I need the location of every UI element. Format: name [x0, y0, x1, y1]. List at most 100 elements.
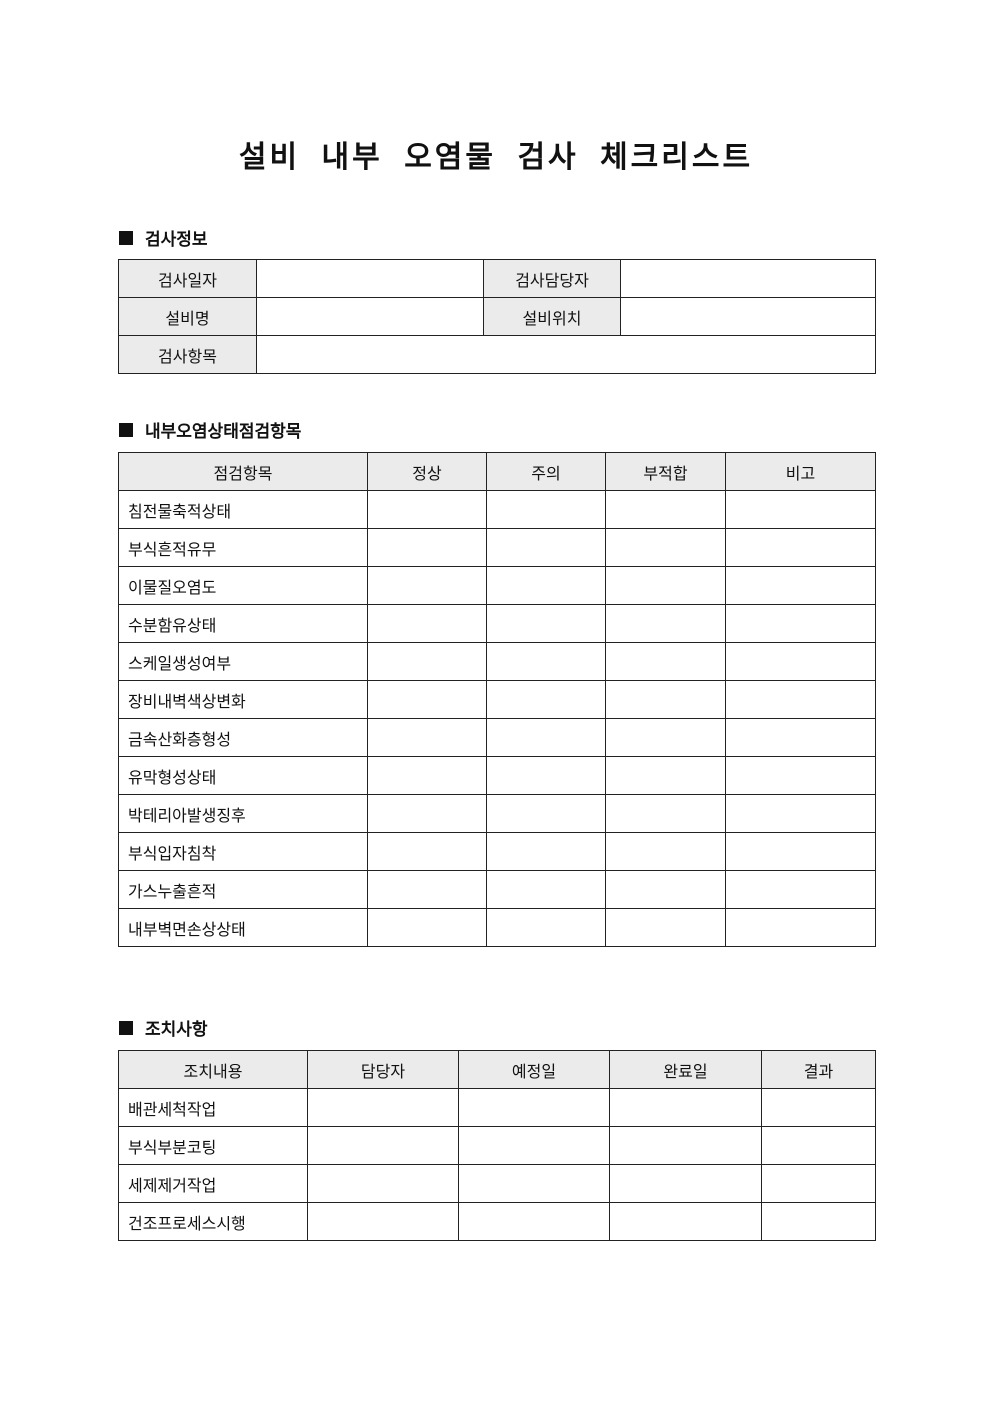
entry-cell[interactable]: [609, 1202, 762, 1241]
entry-cell[interactable]: [605, 756, 726, 795]
entry-cell[interactable]: [458, 1088, 610, 1127]
table-row: 수분함유상태: [118, 604, 876, 643]
entry-cell[interactable]: [605, 604, 726, 643]
entry-cell[interactable]: [605, 718, 726, 757]
inspector-field[interactable]: [620, 259, 876, 298]
entry-cell[interactable]: [367, 490, 487, 529]
row-label: 부식흔적유무: [118, 528, 368, 567]
entry-cell[interactable]: [486, 870, 606, 909]
entry-cell[interactable]: [486, 908, 606, 947]
page-title: 설비 내부 오염물 검사 체크리스트: [238, 140, 754, 175]
entry-cell[interactable]: [486, 832, 606, 871]
table-row: 부식부분코팅: [118, 1126, 876, 1165]
entry-cell[interactable]: [605, 528, 726, 567]
entry-cell[interactable]: [761, 1202, 876, 1241]
location-label: 설비위치: [483, 297, 621, 336]
row-label: 수분함유상태: [118, 604, 368, 643]
column-header: 조치내용: [118, 1050, 308, 1089]
inspector-label: 검사담당자: [483, 259, 621, 298]
entry-cell[interactable]: [725, 832, 876, 871]
entry-cell[interactable]: [458, 1126, 610, 1165]
column-header: 담당자: [307, 1050, 459, 1089]
row-label: 침전물축적상태: [118, 490, 368, 529]
entry-cell[interactable]: [367, 832, 487, 871]
entry-cell[interactable]: [367, 642, 487, 681]
section-heading-check: 내부오염상태점검항목: [119, 417, 301, 442]
table-row: 유막형성상태: [118, 756, 876, 795]
entry-cell[interactable]: [458, 1202, 610, 1241]
row-label: 이물질오염도: [118, 566, 368, 605]
entry-cell[interactable]: [605, 794, 726, 833]
entry-cell[interactable]: [307, 1088, 459, 1127]
entry-cell[interactable]: [367, 756, 487, 795]
entry-cell[interactable]: [725, 490, 876, 529]
entry-cell[interactable]: [486, 566, 606, 605]
entry-cell[interactable]: [761, 1164, 876, 1203]
entry-cell[interactable]: [725, 604, 876, 643]
entry-cell[interactable]: [486, 680, 606, 719]
square-bullet-icon: [119, 422, 133, 437]
entry-cell[interactable]: [367, 528, 487, 567]
entry-cell[interactable]: [605, 642, 726, 681]
equipment-field[interactable]: [256, 297, 484, 336]
table-row: 침전물축적상태: [118, 490, 876, 529]
entry-cell[interactable]: [725, 642, 876, 681]
entry-cell[interactable]: [458, 1164, 610, 1203]
entry-cell[interactable]: [307, 1164, 459, 1203]
entry-cell[interactable]: [486, 490, 606, 529]
entry-cell[interactable]: [367, 908, 487, 947]
entry-cell[interactable]: [486, 794, 606, 833]
entry-cell[interactable]: [367, 604, 487, 643]
section-heading-text: 검사정보: [145, 230, 208, 250]
item-field[interactable]: [256, 335, 876, 374]
location-field[interactable]: [620, 297, 876, 336]
row-label: 건조프로세스시행: [118, 1202, 308, 1241]
entry-cell[interactable]: [605, 832, 726, 871]
entry-cell[interactable]: [486, 718, 606, 757]
entry-cell[interactable]: [609, 1164, 762, 1203]
table-row: 이물질오염도: [118, 566, 876, 605]
entry-cell[interactable]: [367, 870, 487, 909]
entry-cell[interactable]: [307, 1202, 459, 1241]
entry-cell[interactable]: [725, 528, 876, 567]
section-heading-text: 조치사항: [145, 1020, 208, 1040]
entry-cell[interactable]: [605, 870, 726, 909]
entry-cell[interactable]: [605, 566, 726, 605]
entry-cell[interactable]: [605, 680, 726, 719]
entry-cell[interactable]: [725, 756, 876, 795]
column-header: 완료일: [609, 1050, 762, 1089]
entry-cell[interactable]: [609, 1126, 762, 1165]
column-header: 예정일: [458, 1050, 610, 1089]
entry-cell[interactable]: [486, 642, 606, 681]
check-table: 점검항목 정상 주의 부적합 비고 침전물축적상태 부식흔적유무 이물질오염도 수분함유상태 스케…: [118, 452, 876, 947]
entry-cell[interactable]: [725, 680, 876, 719]
row-label: 부식부분코팅: [118, 1126, 308, 1165]
table-row: 가스누출흔적: [118, 870, 876, 909]
entry-cell[interactable]: [367, 718, 487, 757]
entry-cell[interactable]: [725, 908, 876, 947]
entry-cell[interactable]: [307, 1126, 459, 1165]
entry-cell[interactable]: [486, 528, 606, 567]
date-field[interactable]: [256, 259, 484, 298]
entry-cell[interactable]: [367, 794, 487, 833]
entry-cell[interactable]: [761, 1126, 876, 1165]
table-row: 박테리아발생징후: [118, 794, 876, 833]
table-row: 세제제거작업: [118, 1164, 876, 1203]
entry-cell[interactable]: [725, 566, 876, 605]
entry-cell[interactable]: [605, 908, 726, 947]
entry-cell[interactable]: [486, 756, 606, 795]
entry-cell[interactable]: [761, 1088, 876, 1127]
row-label: 부식입자침착: [118, 832, 368, 871]
row-label: 세제제거작업: [118, 1164, 308, 1203]
section-heading-action: 조치사항: [119, 1015, 208, 1040]
entry-cell[interactable]: [367, 566, 487, 605]
entry-cell[interactable]: [725, 718, 876, 757]
column-header: 결과: [761, 1050, 876, 1089]
info-table: 검사일자 검사담당자 설비명 설비위치 검사항목: [118, 259, 876, 374]
entry-cell[interactable]: [367, 680, 487, 719]
entry-cell[interactable]: [609, 1088, 762, 1127]
entry-cell[interactable]: [725, 870, 876, 909]
entry-cell[interactable]: [725, 794, 876, 833]
entry-cell[interactable]: [605, 490, 726, 529]
entry-cell[interactable]: [486, 604, 606, 643]
